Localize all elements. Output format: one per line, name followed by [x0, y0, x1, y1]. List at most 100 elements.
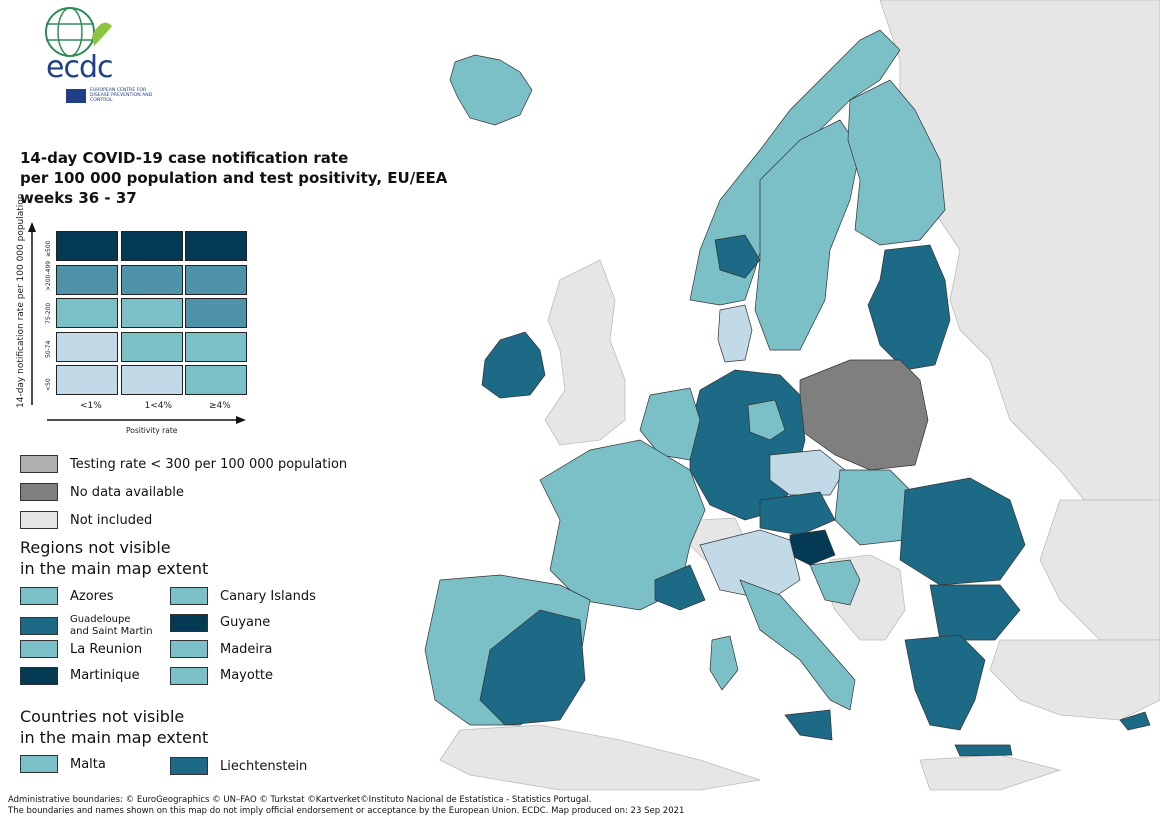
region-finland [847, 79, 946, 246]
matrix-cell [56, 264, 118, 295]
matrix-row-label: <50 [45, 378, 52, 391]
region-norway-south [714, 234, 761, 279]
legend-region-label: Mayotte [220, 668, 274, 683]
region-poland [799, 359, 929, 471]
matrix-row-label: 75-200 [45, 302, 52, 324]
region-italy [739, 579, 856, 711]
footer-line-2: The boundaries and names shown on this m… [8, 806, 685, 816]
matrix-cell [56, 331, 118, 362]
map-regions [424, 29, 1151, 757]
legend-region-item: La Reunion [20, 640, 142, 658]
footer-line-1: Administrative boundaries: © EuroGeograp… [8, 795, 592, 805]
region-sicily [784, 709, 833, 741]
matrix-col-label: ≥4% [209, 401, 231, 411]
logo-wordmark: ecdc [46, 50, 113, 85]
legend-region-label: Canary Islands [220, 588, 316, 604]
eu-flag-icon [66, 89, 86, 103]
matrix-cell [185, 264, 247, 295]
matrix-cell [185, 298, 247, 328]
legend-region-swatch [170, 613, 208, 632]
matrix-cell [120, 264, 183, 295]
matrix-row-label: 50-74 [45, 340, 52, 358]
regions-title-line-2: in the main map extent [20, 559, 209, 578]
title-line-1: 14-day COVID-19 case notification rate [20, 149, 349, 167]
legend-region-label: Martinique [70, 668, 140, 683]
footer-credits: Administrative boundaries: © EuroGeograp… [8, 795, 684, 817]
title-line-2: per 100 000 population and test positivi… [20, 169, 448, 187]
legend-region-swatch [170, 640, 208, 658]
matrix-row-label: ≥500 [45, 240, 52, 257]
legend-testing-label: Testing rate < 300 per 100 000 populatio… [70, 456, 348, 472]
region-benelux [639, 387, 701, 461]
region-baltics [867, 244, 951, 371]
matrix-cell [185, 365, 247, 395]
legend-region-item: Canary Islands [170, 587, 316, 605]
legend-not-included-swatch [20, 511, 58, 529]
countries-section-title: Countries not visible in the main map ex… [20, 706, 208, 748]
legend-not-included: Not included [20, 511, 152, 529]
matrix-col-label: <1% [80, 401, 102, 411]
region-croatia [809, 559, 861, 606]
matrix-cell [185, 231, 247, 261]
region-spain-south [479, 609, 586, 726]
region-greece [904, 634, 986, 731]
region-sweden [754, 119, 861, 351]
legend-region-swatch [20, 755, 58, 773]
regions-section-title: Regions not visible in the main map exte… [20, 537, 208, 579]
region-cyprus [1119, 711, 1151, 731]
matrix-cell [185, 331, 247, 362]
legend-region-item: Madeira [170, 640, 272, 658]
region-iceland [449, 54, 533, 126]
legend-region-label: Guadeloupe and Saint Martin [70, 613, 153, 637]
matrix-cell [56, 365, 118, 395]
title-line-3: weeks 36 - 37 [20, 189, 137, 207]
legend-region-label: Malta [70, 756, 106, 772]
legend-not-included-label: Not included [70, 512, 153, 528]
logo-subtitle: EUROPEAN CENTRE FOR DISEASE PREVENTION A… [90, 88, 153, 103]
legend-region-item: Mayotte [170, 666, 274, 685]
matrix-cell [120, 331, 183, 362]
countries-title-line-1: Countries not visible [20, 707, 185, 726]
region-italy-north [699, 529, 801, 601]
legend-region-item: Guyane [170, 613, 271, 632]
matrix-cell [120, 231, 183, 261]
regions-title-line-1: Regions not visible [20, 538, 171, 557]
legend-region-label: Azores [70, 588, 114, 604]
legend-no-data-swatch [20, 483, 58, 501]
region-crete [954, 744, 1013, 757]
countries-title-line-2: in the main map extent [20, 728, 209, 747]
region-france-south [654, 564, 706, 611]
legend-region-item: Guadeloupe and Saint Martin [20, 614, 153, 638]
legend-region-swatch [20, 666, 58, 685]
matrix-y-axis-title: 14-day notification rate per 100 000 pop… [16, 193, 26, 408]
map-title: 14-day COVID-19 case notification rate p… [20, 148, 447, 208]
region-slovenia [789, 529, 836, 566]
matrix-x-axis-title: Positivity rate [126, 426, 178, 435]
matrix-col-label: 1<4% [144, 401, 173, 411]
legend-region-swatch [170, 587, 208, 605]
legend-region-swatch [20, 587, 58, 605]
legend-region-swatch [20, 616, 58, 635]
legend-no-data-label: No data available [70, 484, 184, 500]
region-germany-east [747, 399, 786, 441]
legend-region-item: Liechtenstein [170, 757, 307, 775]
legend-region-item: Azores [20, 587, 114, 605]
legend-region-item: Malta [20, 755, 106, 773]
legend-region-swatch [20, 640, 58, 658]
legend-region-swatch [170, 757, 208, 775]
matrix-cell [120, 365, 183, 395]
legend-no-data: No data available [20, 483, 184, 501]
legend-region-item: Martinique [20, 666, 140, 685]
legend-region-label: Guyane [220, 615, 271, 630]
matrix-cell [56, 231, 118, 261]
legend-testing: Testing rate < 300 per 100 000 populatio… [20, 455, 347, 473]
region-sardinia [709, 635, 739, 691]
legend-region-label: La Reunion [70, 641, 143, 657]
matrix-cell [56, 298, 118, 328]
region-austria [759, 491, 836, 536]
legend-region-swatch [170, 666, 208, 685]
legend-region-label: Liechtenstein [220, 758, 308, 774]
legend-testing-swatch [20, 455, 58, 473]
matrix-cell [120, 298, 183, 328]
